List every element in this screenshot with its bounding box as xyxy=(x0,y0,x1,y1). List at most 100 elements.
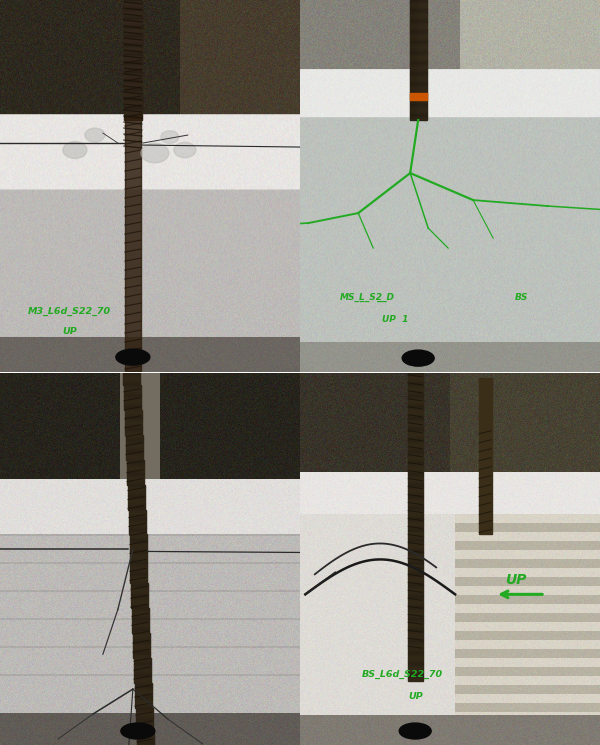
Bar xyxy=(410,6,427,7)
Bar xyxy=(130,536,147,537)
Bar xyxy=(124,21,142,22)
Bar xyxy=(410,0,427,1)
Bar xyxy=(127,481,144,483)
Bar xyxy=(127,471,144,472)
Bar xyxy=(124,63,142,64)
Bar xyxy=(124,89,142,90)
Ellipse shape xyxy=(85,128,105,142)
Bar xyxy=(124,15,142,16)
Bar xyxy=(124,108,142,109)
Bar xyxy=(408,498,423,500)
Bar xyxy=(125,430,142,431)
Bar xyxy=(129,528,146,530)
Bar xyxy=(408,424,423,425)
Bar xyxy=(125,431,142,432)
Bar xyxy=(410,29,427,30)
Bar xyxy=(126,443,143,444)
Bar xyxy=(136,714,153,715)
Bar xyxy=(124,109,142,110)
Bar xyxy=(124,399,141,400)
Bar xyxy=(133,657,150,658)
Bar xyxy=(128,488,145,489)
Bar xyxy=(408,587,423,589)
Bar xyxy=(408,631,423,633)
Bar xyxy=(408,454,423,456)
Bar xyxy=(408,562,423,563)
Bar xyxy=(124,79,142,80)
Bar xyxy=(123,372,140,374)
Bar xyxy=(124,119,142,120)
Text: M3_L6d_S22_70: M3_L6d_S22_70 xyxy=(28,307,111,316)
Bar xyxy=(408,635,423,636)
Bar xyxy=(135,683,152,684)
Bar xyxy=(124,9,142,10)
Bar xyxy=(131,587,148,589)
Bar xyxy=(127,465,144,466)
Bar xyxy=(124,8,142,9)
Bar xyxy=(408,606,423,607)
Bar xyxy=(410,33,427,34)
Bar xyxy=(124,394,141,395)
Bar xyxy=(408,480,423,481)
Bar xyxy=(133,651,150,652)
Bar xyxy=(128,497,145,498)
Bar xyxy=(410,24,427,25)
Bar xyxy=(136,722,153,723)
Bar xyxy=(410,15,427,16)
Bar xyxy=(410,20,427,21)
Bar xyxy=(408,628,423,630)
Bar xyxy=(124,57,142,58)
Bar xyxy=(408,372,423,374)
Bar xyxy=(408,446,423,447)
Bar xyxy=(410,45,427,46)
Ellipse shape xyxy=(116,349,150,365)
Bar xyxy=(124,27,142,28)
Bar xyxy=(408,432,423,433)
Bar xyxy=(410,106,427,107)
Bar xyxy=(126,447,143,448)
Bar xyxy=(408,550,423,551)
Bar xyxy=(408,445,423,446)
Bar xyxy=(130,568,147,569)
Bar xyxy=(410,51,427,52)
Bar xyxy=(408,612,423,613)
Bar xyxy=(135,696,152,697)
Bar xyxy=(408,388,423,389)
Bar xyxy=(130,565,147,566)
Bar xyxy=(124,392,141,393)
Bar xyxy=(408,565,423,566)
Bar xyxy=(128,491,145,492)
Bar xyxy=(408,668,423,669)
Bar xyxy=(124,398,141,399)
Bar xyxy=(135,700,152,701)
Bar xyxy=(123,378,140,379)
Bar xyxy=(124,107,142,108)
Bar xyxy=(125,419,142,421)
Bar xyxy=(408,676,423,677)
Bar xyxy=(408,384,423,385)
Bar xyxy=(133,656,150,657)
Bar xyxy=(410,105,427,106)
Bar xyxy=(127,474,144,475)
Bar xyxy=(410,72,427,73)
Bar xyxy=(135,702,152,703)
Bar xyxy=(131,595,148,596)
Bar xyxy=(410,55,427,56)
Bar xyxy=(408,674,423,675)
Bar xyxy=(408,404,423,405)
Bar xyxy=(410,89,427,90)
Bar xyxy=(124,1,142,2)
Bar xyxy=(129,527,146,528)
Bar xyxy=(133,648,150,649)
Bar xyxy=(408,516,423,518)
Bar xyxy=(410,69,427,70)
Bar xyxy=(135,695,152,696)
Bar xyxy=(124,400,141,401)
Bar xyxy=(130,560,147,562)
Bar xyxy=(408,437,423,438)
Bar xyxy=(124,88,142,89)
Bar xyxy=(124,35,142,36)
Bar xyxy=(124,404,141,405)
Bar xyxy=(408,662,423,663)
Bar xyxy=(124,39,142,40)
